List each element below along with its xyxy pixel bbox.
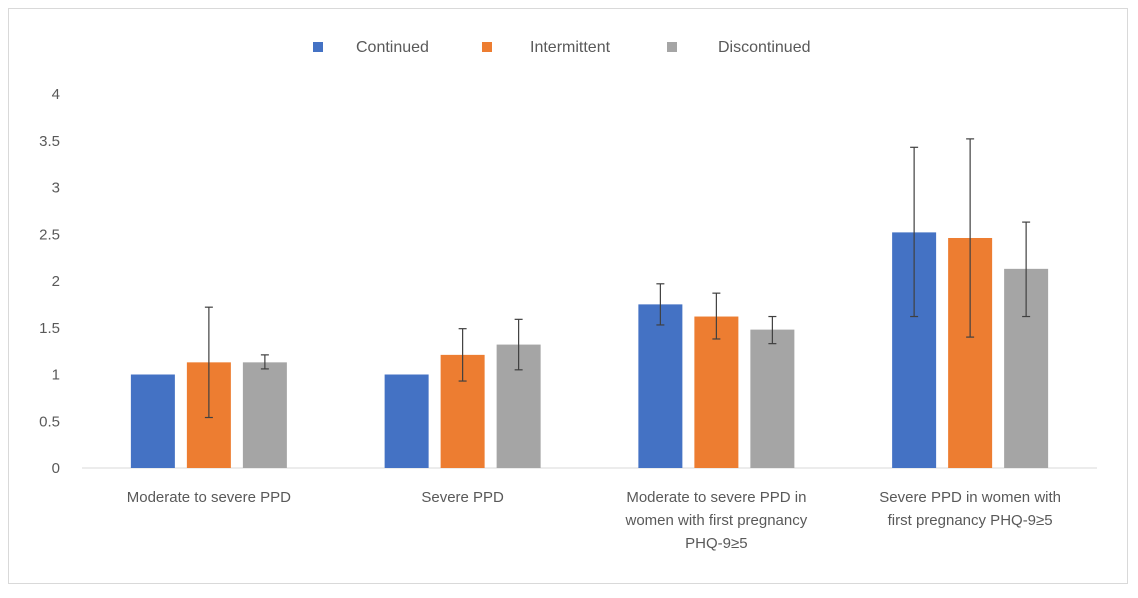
bar-discontinued-2: [750, 329, 795, 468]
x-category-label: first pregnancy PHQ-9≥5: [888, 512, 1053, 529]
y-tick-label: 2: [52, 273, 60, 290]
y-tick-label: 3: [52, 180, 60, 197]
legend-swatch-intermittent: [482, 42, 492, 52]
bar-continued-2: [638, 304, 683, 468]
bar-intermittent-2: [694, 316, 739, 468]
y-tick-label: 2.5: [39, 226, 60, 243]
y-tick-label: 3.5: [39, 133, 60, 150]
y-tick-label: 0: [52, 460, 60, 477]
y-tick-label: 0.5: [39, 413, 60, 430]
legend-label-intermittent: Intermittent: [530, 39, 611, 56]
legend-swatch-continued: [313, 42, 323, 52]
chart-frame: [8, 8, 1128, 584]
legend-swatch-discontinued: [667, 42, 677, 52]
bar-continued-0: [130, 374, 175, 468]
x-category-label: PHQ-9≥5: [685, 535, 747, 552]
y-tick-label: 1.5: [39, 320, 60, 337]
bar-discontinued-0: [242, 362, 287, 468]
x-category-label: Moderate to severe PPD: [127, 489, 291, 506]
x-category-label: women with first pregnancy: [625, 512, 808, 529]
y-tick-label: 4: [52, 86, 60, 103]
bar-continued-1: [384, 374, 429, 468]
y-tick-label: 1: [52, 367, 60, 384]
x-category-label: Moderate to severe PPD in: [626, 489, 806, 506]
x-category-label: Severe PPD in women with: [879, 489, 1061, 506]
legend-label-continued: Continued: [356, 39, 429, 56]
x-category-label: Severe PPD: [421, 489, 504, 506]
legend-label-discontinued: Discontinued: [718, 39, 811, 56]
